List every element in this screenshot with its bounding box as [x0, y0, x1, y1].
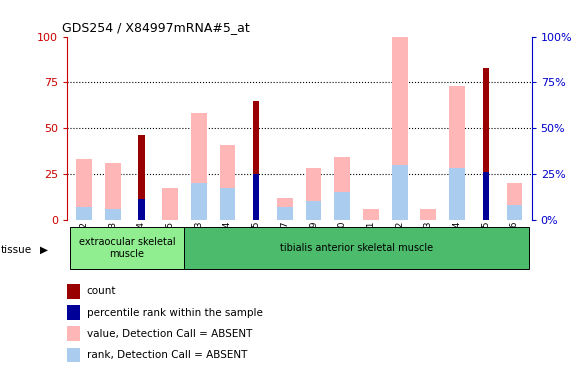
Bar — [220, 188, 235, 220]
Bar — [449, 86, 465, 220]
Text: ▶: ▶ — [40, 244, 48, 255]
Bar — [507, 183, 522, 220]
Bar — [76, 207, 92, 220]
Bar — [449, 168, 465, 220]
Bar — [138, 199, 145, 220]
Text: percentile rank within the sample: percentile rank within the sample — [87, 307, 263, 318]
Bar — [184, 227, 529, 269]
Text: GDS254 / X84997mRNA#5_at: GDS254 / X84997mRNA#5_at — [62, 21, 250, 34]
Bar — [483, 172, 489, 220]
Bar — [253, 101, 259, 220]
Bar — [277, 198, 293, 220]
Bar — [421, 209, 436, 220]
Bar — [363, 209, 379, 220]
Bar — [220, 145, 235, 220]
Bar — [392, 37, 407, 220]
Bar — [105, 163, 121, 220]
Bar — [105, 209, 121, 220]
Text: tissue: tissue — [1, 244, 33, 255]
Bar — [162, 188, 178, 220]
Bar — [70, 227, 184, 269]
Bar — [138, 135, 145, 220]
Bar — [191, 183, 207, 220]
Text: count: count — [87, 286, 116, 296]
Bar — [334, 157, 350, 220]
Text: rank, Detection Call = ABSENT: rank, Detection Call = ABSENT — [87, 350, 247, 360]
Bar — [253, 174, 259, 220]
Bar — [277, 207, 293, 220]
Bar — [483, 68, 489, 220]
Text: value, Detection Call = ABSENT: value, Detection Call = ABSENT — [87, 329, 252, 339]
Bar — [392, 165, 407, 220]
Text: extraocular skeletal
muscle: extraocular skeletal muscle — [79, 237, 175, 259]
Bar — [507, 205, 522, 220]
Bar — [191, 113, 207, 220]
Bar — [334, 192, 350, 220]
Bar — [76, 159, 92, 220]
Text: tibialis anterior skeletal muscle: tibialis anterior skeletal muscle — [280, 243, 433, 253]
Bar — [306, 201, 321, 220]
Bar — [306, 168, 321, 220]
